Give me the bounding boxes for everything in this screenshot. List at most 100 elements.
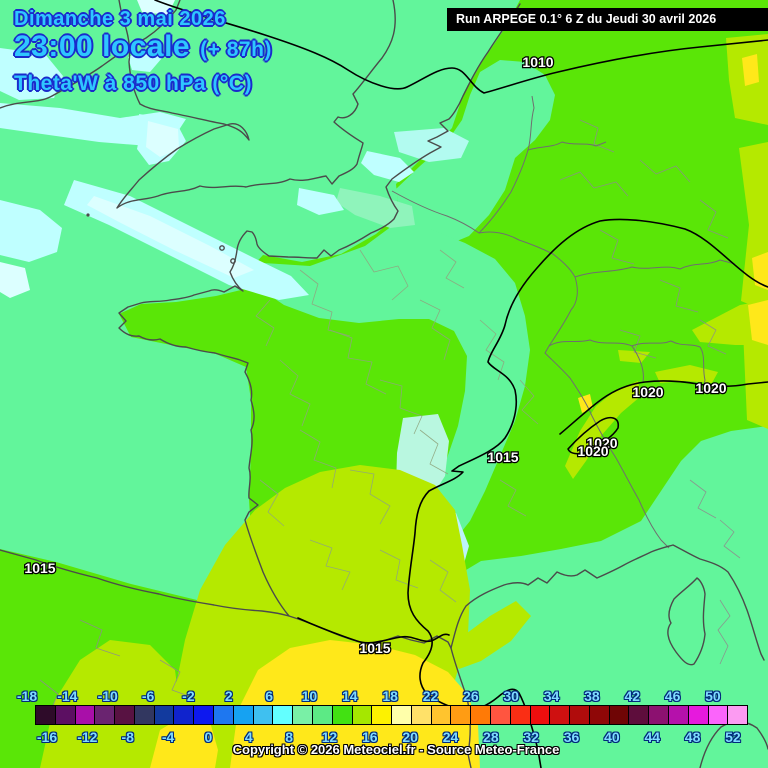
- scale-tick-label: 42: [624, 688, 641, 704]
- scale-labels-bottom: -16 -12 -8 -4 0 4 8 12 16 20 24 28 32 36 40 44 48 52: [0, 729, 768, 745]
- scale-swatch: [194, 706, 215, 724]
- scale-swatch: [134, 706, 155, 724]
- run-info-box: Run ARPEGE 0.1° 6 Z du Jeudi 30 avril 20…: [447, 8, 768, 31]
- scale-tick-label: 38: [584, 688, 600, 704]
- scale-swatch: [352, 706, 373, 724]
- scale-swatch: [233, 706, 254, 724]
- scale-swatch: [174, 706, 195, 724]
- map-date: Dimanche 3 mai 2026: [14, 8, 226, 30]
- scale-tick-label: 4: [244, 729, 253, 745]
- scale-swatch: [332, 706, 353, 724]
- island-scilly: [86, 213, 90, 217]
- scale-tick-label: 18: [382, 688, 398, 704]
- coast-mediterranean: [450, 544, 765, 661]
- scale-swatch: [312, 706, 333, 724]
- scale-swatch: [510, 706, 531, 724]
- color-scale-bar: [35, 705, 748, 725]
- scale-swatch: [570, 706, 590, 724]
- scale-tick-label: 12: [321, 729, 338, 745]
- department-borders: [39, 119, 741, 713]
- scale-swatch: [214, 706, 234, 724]
- scale-tick-label: 16: [362, 729, 378, 745]
- scale-swatch: [75, 706, 96, 724]
- scale-tick-label: 6: [265, 688, 273, 704]
- scale-tick-label: -10: [97, 688, 118, 704]
- scale-tick-label: 50: [705, 688, 721, 704]
- scale-tick-label: 28: [483, 729, 499, 745]
- isobar-1020-a: [559, 380, 768, 435]
- national-borders: [391, 95, 736, 549]
- scale-swatch: [154, 706, 175, 724]
- coast-corsica: [667, 577, 706, 666]
- coast-france-north-west: [0, 3, 521, 617]
- pressure-label: 1020: [577, 443, 608, 459]
- scale-tick-label: 32: [523, 729, 539, 745]
- coast-catalonia: [450, 647, 472, 768]
- scale-tick-label: -8: [121, 729, 134, 745]
- pressure-label: 1020: [632, 384, 663, 400]
- scale-labels-top: -18 -14 -10 -6 -2 2 6 10 14 18 22 26 30 34 38 42 46 50: [0, 688, 768, 704]
- scale-tick-label: 52: [725, 729, 741, 745]
- scale-tick-label: -12: [77, 729, 98, 745]
- scale-tick-label: 40: [604, 729, 620, 745]
- pressure-label: 1020: [586, 435, 617, 451]
- scale-swatch: [36, 706, 56, 724]
- scale-swatch: [490, 706, 511, 724]
- scale-tick-label: 26: [463, 688, 479, 704]
- scale-swatch: [451, 706, 472, 724]
- pressure-label: 1015: [24, 560, 55, 576]
- scale-tick-label: 20: [402, 729, 418, 745]
- scale-swatch: [609, 706, 630, 724]
- scale-tick-label: 24: [442, 729, 459, 745]
- scale-tick-label: 36: [563, 729, 580, 745]
- scale-swatch: [115, 706, 135, 724]
- scale-swatch: [392, 706, 412, 724]
- scale-tick-label: 8: [285, 729, 293, 745]
- island-guernsey: [219, 245, 225, 251]
- isobar-1010: [154, 0, 768, 94]
- scale-tick-label: -16: [36, 729, 58, 745]
- map-parameter: Theta'W à 850 hPa (°C): [14, 72, 252, 95]
- isobar-1020-b: [567, 416, 620, 455]
- scale-swatch: [728, 706, 748, 724]
- scale-swatch: [550, 706, 571, 724]
- scale-swatch: [688, 706, 709, 724]
- scale-swatch: [589, 706, 610, 724]
- scale-swatch: [253, 706, 274, 724]
- scale-tick-label: -14: [57, 688, 78, 704]
- scale-tick-label: 48: [684, 729, 701, 745]
- scale-swatch: [273, 706, 294, 724]
- scale-tick-label: 2: [224, 688, 233, 704]
- map-cyan-bands: [0, 0, 469, 300]
- scale-tick-label: 14: [342, 688, 358, 704]
- map-forecast-offset: (+ 87h): [200, 38, 272, 61]
- scale-tick-label: 44: [644, 729, 661, 745]
- scale-tick-label: -18: [16, 688, 38, 704]
- scale-swatch: [372, 706, 393, 724]
- scale-tick-label: 10: [301, 688, 318, 704]
- scale-swatch: [95, 706, 116, 724]
- scale-swatch: [649, 706, 669, 724]
- pressure-label: 1010: [522, 54, 553, 70]
- scale-tick-label: 22: [422, 688, 439, 704]
- scale-tick-label: 30: [503, 688, 519, 704]
- isobar-1015-pyrenees: [297, 617, 450, 644]
- map-time: 23:00 locale (+ 87h): [14, 30, 272, 64]
- scale-swatch: [629, 706, 650, 724]
- scale-swatch: [293, 706, 313, 724]
- scale-swatch: [669, 706, 689, 724]
- map-time-value: 23:00 locale: [14, 30, 191, 63]
- scale-swatch: [708, 706, 729, 724]
- coast-britain: [116, 0, 396, 209]
- scale-tick-label: 0: [204, 729, 213, 745]
- coast-ireland: [0, 0, 181, 109]
- scale-swatch: [471, 706, 491, 724]
- scale-swatch: [530, 706, 551, 724]
- scale-swatch: [411, 706, 432, 724]
- pressure-label: 1015: [487, 449, 518, 465]
- pressure-label: 1015: [359, 640, 390, 656]
